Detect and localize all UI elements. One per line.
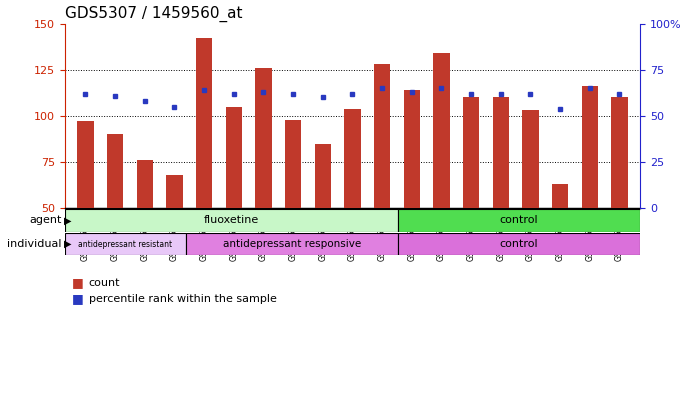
Bar	[255, 68, 272, 208]
Bar	[315, 144, 331, 208]
Bar	[65, 209, 398, 232]
Bar	[196, 39, 212, 208]
Bar	[492, 97, 509, 208]
Text: control: control	[500, 215, 538, 226]
Text: ■: ■	[72, 292, 83, 305]
Bar	[137, 160, 153, 208]
Text: antidepressant responsive: antidepressant responsive	[223, 239, 361, 249]
Bar	[612, 97, 627, 208]
Bar	[552, 184, 568, 208]
Text: count: count	[89, 278, 120, 288]
Bar	[398, 233, 640, 255]
Bar	[225, 107, 242, 208]
Bar	[522, 110, 539, 208]
Text: ▶: ▶	[64, 239, 72, 249]
Bar	[345, 108, 360, 208]
Bar	[65, 208, 640, 209]
Text: agent: agent	[29, 215, 61, 226]
Text: individual: individual	[7, 239, 61, 249]
Bar	[404, 90, 420, 208]
Bar	[582, 86, 598, 208]
Bar	[186, 233, 398, 255]
Text: antidepressant resistant: antidepressant resistant	[78, 240, 172, 248]
Text: ■: ■	[72, 276, 83, 290]
Bar	[107, 134, 123, 208]
Bar	[463, 97, 479, 208]
Bar	[78, 121, 93, 208]
Text: control: control	[500, 239, 538, 249]
Text: GDS5307 / 1459560_at: GDS5307 / 1459560_at	[65, 6, 242, 22]
Bar	[166, 175, 183, 208]
Bar	[285, 119, 301, 208]
Text: fluoxetine: fluoxetine	[204, 215, 259, 226]
Text: ▶: ▶	[64, 215, 72, 226]
Bar	[398, 209, 640, 232]
Bar	[374, 64, 390, 208]
Text: percentile rank within the sample: percentile rank within the sample	[89, 294, 276, 304]
Bar	[65, 233, 186, 255]
Bar	[433, 53, 449, 208]
